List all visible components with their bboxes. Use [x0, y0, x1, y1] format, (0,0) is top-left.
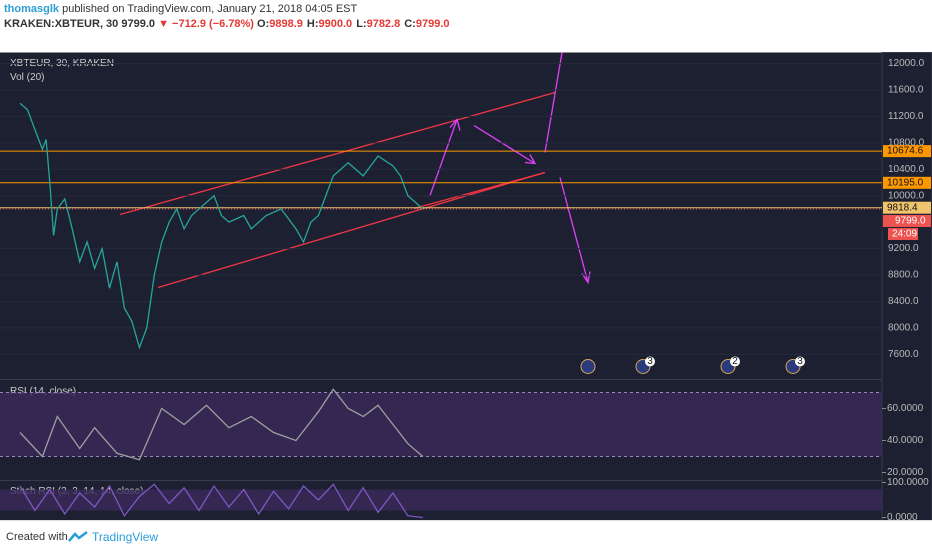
background [0, 52, 932, 538]
y-tick-label: 100.0000 [887, 477, 929, 488]
price-line [19, 102, 424, 350]
level-tag [883, 201, 931, 214]
event-badge [795, 356, 805, 367]
y-tick-label: 12000.0 [888, 58, 925, 69]
event-badge [645, 356, 655, 367]
event-count: 3 [647, 356, 653, 367]
event-badge [730, 356, 740, 367]
level-label: 9818.4 [887, 202, 918, 213]
symbol: KRAKEN:XBTEUR, 30 [4, 18, 119, 30]
last: 9799.0 [121, 18, 156, 30]
y-tick-label: 10400.0 [888, 164, 925, 175]
event-icon [580, 359, 596, 374]
header-line2: KRAKEN:XBTEUR, 30 9799.0 ▼ −712.9 (−6.78… [4, 18, 454, 30]
y-tick-label: 10800.0 [888, 137, 925, 148]
rsi-band [0, 392, 882, 457]
level-label: 10674.6 [887, 146, 924, 157]
y-tick-label: 11200.0 [888, 111, 924, 122]
y-tick-label: 40.0000 [887, 435, 924, 446]
last-label: 9799.0 [895, 216, 926, 227]
change: ▼ −712.9 (−6.78%) [158, 18, 254, 30]
channel-bottom2 [413, 171, 546, 210]
y-tick-label: 10000.0 [888, 190, 925, 201]
ohlc-key: O: [257, 18, 270, 30]
y-tick-label: 60.0000 [887, 403, 924, 414]
footer-created: Created with [6, 531, 68, 543]
published: published on TradingView.com, January 21… [62, 3, 358, 15]
footer-brand[interactable]: TradingView [92, 530, 159, 544]
countdown-tag [888, 227, 918, 240]
arrow [473, 124, 536, 165]
ohlc-val: 9900.0 [318, 18, 353, 30]
event-count: 2 [732, 356, 738, 367]
ohlc-val: 9799.0 [415, 18, 450, 30]
level-tag [883, 176, 931, 189]
ohlc-key: C: [404, 18, 416, 30]
y-tick-label: 8400.0 [888, 296, 919, 307]
ohlc-key: L: [356, 18, 367, 30]
ohlc-key: H: [306, 18, 319, 30]
vol-label: Vol (20) [10, 72, 44, 83]
y-tick-label: 7600.0 [888, 349, 919, 360]
countdown: 24:09 [892, 229, 917, 240]
arrow [559, 177, 589, 283]
logo [68, 531, 88, 542]
arrowhead [449, 118, 461, 131]
ohlc: O:9898.9 H:9900.0 L:9782.8 C:9799.0 [257, 18, 453, 30]
ohlc-val: 9782.8 [366, 18, 401, 30]
y-tick-label: 0.0000 [887, 512, 918, 523]
ohlc-val: 9898.9 [269, 18, 303, 30]
y-tick-label: 8800.0 [888, 270, 919, 281]
last-tag [883, 214, 931, 227]
channel-top [119, 91, 556, 216]
y-tick-label: 8000.0 [888, 323, 919, 334]
event-count: 3 [797, 356, 803, 367]
y-tick-label: 20.0000 [887, 467, 924, 478]
footer: Created with TradingView [0, 520, 932, 551]
arrowhead [524, 154, 537, 165]
level-label: 10195.0 [887, 177, 924, 188]
price-axis [881, 52, 932, 538]
y-tick-label: 11600.0 [888, 85, 924, 96]
author[interactable]: thomasglk [4, 3, 60, 15]
chart: XBTEUR, 30, KRAKEN Vol (20) RSI (14, clo… [0, 52, 932, 538]
stoch-line [19, 483, 423, 519]
stoch-band [0, 489, 882, 511]
rsi-title: RSI (14, close) [10, 386, 76, 397]
level-tag [883, 145, 931, 158]
header-line1: thomasglk published on TradingView.com, … [4, 3, 357, 15]
y-tick-label: 9200.0 [888, 243, 919, 254]
channel-bottom [157, 171, 546, 289]
rsi-line [19, 388, 424, 461]
arrow [544, 52, 563, 153]
